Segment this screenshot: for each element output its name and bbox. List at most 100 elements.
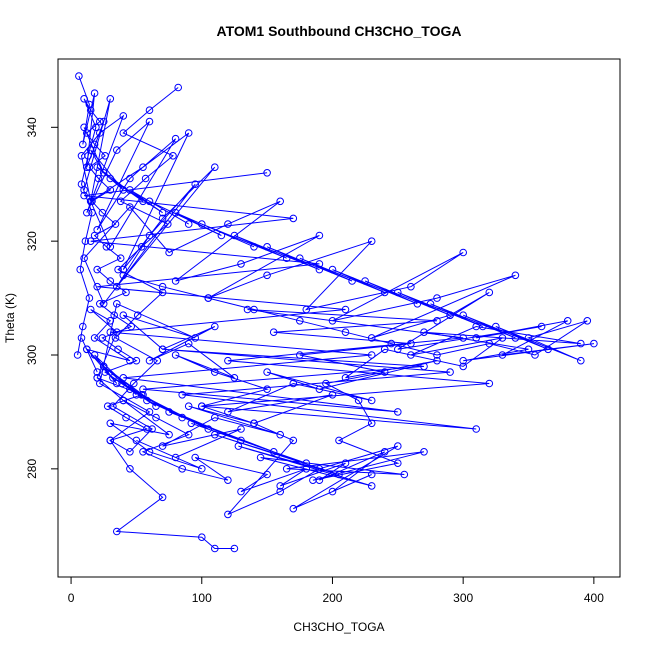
data-point: [400, 470, 409, 479]
data-point: [76, 265, 84, 274]
data-point: [171, 453, 180, 462]
data-point: [184, 129, 193, 137]
series-line: [78, 75, 594, 549]
data-point: [544, 345, 552, 354]
data-point: [380, 368, 389, 376]
data-point: [420, 448, 428, 456]
data-point: [94, 174, 103, 183]
data-point: [83, 208, 91, 217]
data-point: [387, 339, 396, 348]
data-point: [178, 391, 186, 399]
data-point: [171, 277, 180, 285]
data-point: [184, 220, 193, 228]
data-point: [85, 163, 94, 171]
data-point: [84, 152, 92, 160]
data-point: [88, 197, 96, 206]
data-point: [198, 220, 206, 228]
data-point: [133, 311, 142, 320]
y-tick-label: 320: [25, 231, 39, 251]
data-point: [479, 322, 487, 331]
data-point: [174, 83, 182, 92]
chart-title: ATOM1 Southbound CH3CHO_TOGA: [217, 23, 462, 39]
data-point: [263, 470, 271, 479]
data-point: [191, 453, 199, 462]
data-point: [407, 351, 415, 359]
data-point: [126, 465, 134, 473]
data-point: [224, 476, 232, 485]
data-point: [73, 351, 82, 359]
data-point: [276, 487, 285, 496]
data-point: [75, 72, 83, 80]
data-point: [132, 356, 141, 365]
data-point: [204, 294, 213, 302]
data-point: [111, 220, 120, 228]
data-point: [394, 408, 402, 416]
data-point: [148, 425, 156, 433]
data-point: [537, 322, 546, 331]
data-point: [164, 220, 172, 228]
data-point: [328, 391, 337, 399]
data-point: [237, 487, 245, 496]
data-point: [119, 396, 128, 405]
data-point: [211, 163, 219, 171]
data-point: [256, 453, 265, 462]
data-point: [141, 174, 150, 183]
x-tick-label: 100: [192, 591, 212, 605]
data-point: [132, 436, 141, 445]
data-point: [90, 140, 99, 149]
data-point: [394, 288, 402, 297]
data-point: [420, 362, 428, 371]
data-point: [335, 470, 343, 479]
data-point: [169, 152, 177, 160]
data-point: [322, 379, 330, 388]
y-tick-label: 340: [25, 117, 39, 137]
data-point: [152, 413, 160, 422]
data-point: [114, 265, 122, 274]
data-point: [127, 322, 135, 331]
data-point: [224, 510, 232, 519]
data-point: [86, 305, 95, 314]
data-point: [86, 106, 95, 114]
data-point: [243, 305, 252, 314]
data-point: [99, 169, 108, 177]
data-point: [165, 430, 173, 439]
data-point: [328, 487, 337, 496]
data-point: [380, 288, 389, 297]
data-point: [263, 368, 271, 376]
series-group: [80, 123, 592, 365]
data-point: [145, 231, 154, 240]
data-point: [289, 379, 298, 388]
data-point: [119, 374, 128, 382]
data-point: [511, 271, 520, 280]
data-point: [367, 470, 376, 479]
data-point: [263, 243, 271, 251]
data-point: [158, 345, 167, 354]
data-point: [153, 356, 162, 365]
data-point: [394, 459, 402, 468]
data-point: [577, 339, 585, 348]
data-point: [472, 334, 481, 342]
data-point: [145, 408, 154, 416]
data-point: [106, 174, 115, 183]
data-point: [433, 294, 441, 302]
data-point: [77, 180, 86, 188]
data-point: [96, 300, 104, 308]
data-point: [269, 328, 278, 337]
data-point: [86, 237, 95, 245]
data-point: [191, 334, 199, 342]
data-point: [459, 311, 468, 320]
data-point: [459, 334, 468, 342]
data-point: [143, 396, 151, 405]
data-point: [80, 95, 88, 103]
data-point: [276, 482, 285, 490]
data-point: [263, 169, 271, 177]
data-point: [83, 129, 91, 137]
data-point: [211, 430, 219, 439]
x-axis: 0 100 200 300 400: [68, 577, 604, 605]
data-point: [145, 106, 154, 114]
data-point: [184, 402, 193, 411]
data-point: [413, 300, 422, 308]
data-point: [178, 465, 186, 473]
data-point: [119, 129, 128, 137]
